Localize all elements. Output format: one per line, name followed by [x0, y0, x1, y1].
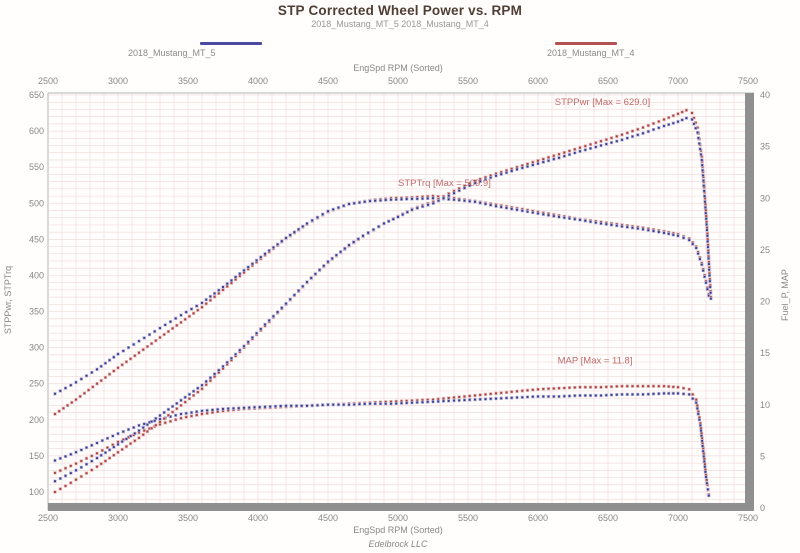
series-map-red [53, 384, 711, 497]
y-left-tick: 450 [29, 234, 44, 244]
x-tick-bottom: 4500 [318, 513, 338, 523]
y-left-tick: 550 [29, 162, 44, 172]
x-tick-top: 3500 [178, 76, 198, 86]
y-left-tick: 400 [29, 270, 44, 280]
x-tick-bottom: 7500 [738, 513, 758, 523]
x-tick-top: 6500 [598, 76, 618, 86]
series-power-blue [53, 116, 713, 483]
x-tick-top: 4000 [248, 76, 268, 86]
annotation-stppwr: STPPwr [Max = 629.0] [555, 97, 650, 108]
plot-frame [47, 92, 754, 511]
y-left-tick: 600 [29, 126, 44, 136]
y-right-tick: 40 [760, 90, 770, 100]
x-tick-bottom: 6000 [528, 513, 548, 523]
series-torque-blue [53, 196, 711, 396]
x-tick-top: 3000 [108, 76, 128, 86]
y-right-tick: 0 [760, 503, 765, 513]
series-power-red [53, 108, 713, 494]
y-left-tick: 650 [29, 90, 44, 100]
y-right-tick: 10 [760, 400, 770, 410]
y-left-tick: 200 [29, 415, 44, 425]
y-right-tick: 25 [760, 245, 770, 255]
x-tick-bottom: 5000 [388, 513, 408, 523]
legend-label-run5: 2018_Mustang_MT_5 [128, 48, 216, 58]
x-tick-bottom: 6500 [598, 513, 618, 523]
annotation-stptrq: STPTrq [Max = 509.9] [398, 178, 491, 189]
x-tick-bottom: 7000 [668, 513, 688, 523]
x-tick-top: 7000 [668, 76, 688, 86]
y-left-tick: 350 [29, 307, 44, 317]
y-right-tick: 35 [760, 142, 770, 152]
y-left-tick: 150 [29, 451, 44, 461]
y-right-tick: 5 [760, 451, 765, 461]
x-tick-top: 5000 [388, 76, 408, 86]
legend-swatch-red [555, 42, 617, 45]
y-left-axis-title: STPPwr, STPTrq [3, 266, 13, 334]
series-torque-red [53, 194, 711, 416]
x-tick-bottom: 4000 [248, 513, 268, 523]
footer-credit: Edelbrock LLC [368, 539, 428, 549]
series-map-blue [53, 391, 711, 498]
x-tick-top: 5500 [458, 76, 478, 86]
y-left-tick: 100 [29, 487, 44, 497]
x-axis-title-top: EngSpd RPM (Sorted) [353, 63, 443, 73]
legend-swatch-blue [200, 42, 262, 45]
x-tick-bottom: 3000 [108, 513, 128, 523]
page-title: STP Corrected Wheel Power vs. RPM [277, 3, 523, 18]
x-axis-title-bottom: EngSpd RPM (Sorted) [353, 525, 443, 535]
x-tick-top: 6000 [528, 76, 548, 86]
y-right-tick: 20 [760, 297, 770, 307]
y-left-tick: 500 [29, 198, 44, 208]
y-right-tick: 15 [760, 348, 770, 358]
y-left-tick: 250 [29, 379, 44, 389]
y-right-axis-title: Fuel_P, MAP [780, 269, 790, 321]
x-tick-top: 4500 [318, 76, 338, 86]
page-subtitle: 2018_Mustang_MT_5 2018_Mustang_MT_4 [311, 19, 489, 29]
x-tick-bottom: 3500 [178, 513, 198, 523]
max-annotations: STPPwr [Max = 629.0] STPTrq [Max = 509.9]… [398, 97, 650, 366]
x-tick-top: 7500 [738, 76, 758, 86]
data-series [53, 108, 713, 498]
legend-label-run4: 2018_Mustang_MT_4 [547, 48, 635, 58]
x-tick-top: 2500 [38, 76, 58, 86]
x-tick-bottom: 2500 [38, 513, 58, 523]
grid [47, 93, 749, 507]
annotation-map: MAP [Max = 11.8] [558, 355, 633, 366]
y-right-tick: 30 [760, 193, 770, 203]
axis-ticks: 2500250030003000350035004000400045004500… [29, 76, 770, 523]
y-left-tick: 300 [29, 343, 44, 353]
x-tick-bottom: 5500 [458, 513, 478, 523]
